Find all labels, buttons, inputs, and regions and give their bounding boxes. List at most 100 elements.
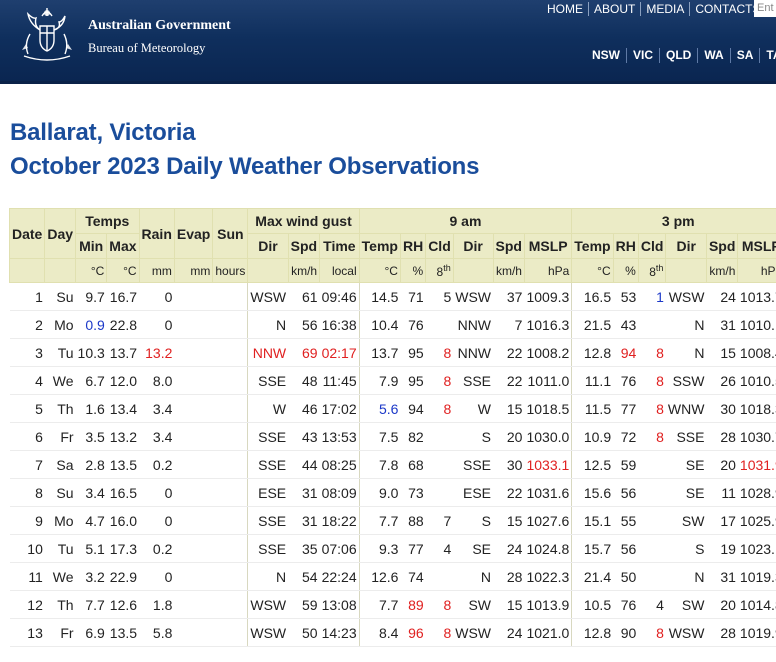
table-row: 11 We 3.2 22.9 0 N 54 22:24 12.6 74 N 28 1022.3 21.4 5…: [9, 562, 776, 591]
government-branding[interactable]: Australian Government Bureau of Meteorol…: [88, 17, 231, 57]
cell-date: 7: [9, 450, 45, 479]
cell-pm-temp: 12.5: [571, 450, 614, 479]
cell-am-spd: 15: [493, 394, 525, 423]
cell-sun: [212, 534, 248, 563]
cell-pm-spd: 28: [706, 618, 738, 647]
cell-gust-time: 11:45: [319, 366, 360, 395]
cell-pm-rh: 56: [613, 478, 639, 507]
cell-pm-dir: SE: [665, 450, 707, 479]
cell-max: 16.7: [106, 282, 140, 311]
cell-rain: 13.2: [139, 338, 175, 367]
cell-pm-rh: 72: [613, 422, 639, 451]
unit-pm-cld: 8th: [637, 258, 667, 283]
cell-day: Tu: [44, 338, 76, 367]
table-row: 5 Th 1.6 13.4 3.4 W 46 17:02 5.6 94 8 W 15 1018.5 11.5…: [9, 394, 776, 423]
search-input[interactable]: Ent: [754, 0, 776, 17]
cell-day: Mo: [44, 310, 76, 339]
unit-pm-mslp: hPa: [737, 258, 776, 283]
cell-sun: [212, 310, 248, 339]
col-pm-rh: RH: [612, 233, 639, 259]
cell-pm-temp: 12.8: [571, 618, 614, 647]
group-3pm: 3 pm: [571, 208, 776, 234]
cell-am-rh: 88: [400, 506, 426, 535]
cell-pm-spd: 17: [706, 506, 738, 535]
cell-pm-cld: 1: [638, 282, 666, 311]
cell-am-cld: 8: [425, 394, 454, 423]
unit-evap: mm: [173, 258, 214, 283]
cell-pm-mslp: 1010.1: [737, 310, 776, 339]
state-tas[interactable]: TA: [759, 48, 776, 63]
col-pm-spd: Spd: [705, 233, 739, 259]
state-sa[interactable]: SA: [729, 48, 760, 63]
cell-gust-time: 13:08: [319, 590, 360, 619]
cell-day: Sa: [44, 450, 76, 479]
state-vic[interactable]: VIC: [626, 48, 659, 63]
cell-evap: [174, 310, 213, 339]
cell-day: Fr: [44, 422, 76, 451]
cell-evap: [174, 338, 213, 367]
cell-evap: [174, 366, 213, 395]
cell-evap: [174, 618, 213, 647]
group-header-row: Date Day Temps Rain Evap Sun Max wind gu…: [8, 208, 776, 259]
cell-pm-dir: N: [665, 562, 707, 591]
table-row: 2 Mo 0.9 22.8 0 N 56 16:38 10.4 76 NNW 7 1016.3 21.5 4…: [9, 310, 776, 339]
cell-am-cld: 8: [425, 366, 454, 395]
cell-pm-spd: 31: [706, 310, 738, 339]
cell-pm-temp: 11.1: [571, 366, 614, 395]
cell-gust-time: 02:17: [319, 338, 360, 367]
cell-gust-time: 16:38: [319, 310, 360, 339]
table-row: 10 Tu 5.1 17.3 0.2 SSE 35 07:06 9.3 77 4 SE 24 1024.8…: [9, 534, 776, 563]
cell-am-spd: 22: [493, 366, 525, 395]
nav-media[interactable]: MEDIA: [640, 1, 689, 16]
cell-gust-time: 07:06: [319, 534, 360, 563]
cell-pm-temp: 15.6: [571, 478, 614, 507]
unit-am-dir: [452, 258, 494, 283]
cell-am-cld: [425, 422, 454, 451]
cell-pm-mslp: 1014.8: [737, 590, 776, 619]
state-nsw[interactable]: NSW: [592, 48, 620, 62]
nav-home[interactable]: HOME: [547, 1, 583, 16]
unit-eighths: 8: [436, 264, 444, 279]
table-row: 13 Fr 6.9 13.5 5.8 WSW 50 14:23 8.4 96 8 WSW 24 1021.…: [9, 618, 776, 647]
cell-max: 22.9: [106, 562, 140, 591]
cell-min: 1.6: [75, 394, 107, 423]
cell-day: Su: [44, 282, 76, 311]
cell-pm-mslp: 1031.9: [737, 450, 776, 479]
cell-am-mslp: 1027.6: [524, 506, 572, 535]
cell-day: Tu: [44, 534, 76, 563]
cell-sun: [212, 394, 248, 423]
col-gust-spd: Spd: [287, 233, 321, 259]
cell-gust-time: 22:24: [319, 562, 360, 591]
cell-am-rh: 95: [400, 366, 426, 395]
cell-am-spd: 15: [493, 590, 525, 619]
cell-gust-dir: N: [247, 310, 289, 339]
nav-about[interactable]: ABOUT: [588, 1, 640, 16]
cell-pm-dir: SE: [665, 478, 707, 507]
cell-gust-spd: 59: [288, 590, 320, 619]
table-row: 8 Su 3.4 16.5 0 ESE 31 08:09 9.0 73 ESE 22 1031.6 15.…: [9, 478, 776, 507]
cell-date: 11: [9, 562, 45, 591]
cell-am-dir: S: [453, 506, 494, 535]
cell-gust-dir: SSE: [247, 422, 289, 451]
cell-pm-cld: 8: [638, 618, 666, 647]
table-row: 12 Th 7.7 12.6 1.8 WSW 59 13:08 7.7 89 8 SW 15 1013.9…: [9, 590, 776, 619]
cell-gust-dir: WSW: [247, 618, 289, 647]
cell-am-spd: 24: [493, 618, 525, 647]
nav-contacts[interactable]: CONTACTS: [689, 1, 765, 16]
cell-pm-mslp: 1013.7: [737, 282, 776, 311]
site-header: Australian Government Bureau of Meteorol…: [0, 0, 776, 84]
unit-eighths-sup: th: [443, 262, 451, 273]
state-wa[interactable]: WA: [697, 48, 729, 63]
cell-am-cld: 8: [425, 590, 454, 619]
cell-pm-rh: 50: [613, 562, 639, 591]
cell-rain: 3.4: [139, 422, 175, 451]
cell-am-mslp: 1033.1: [524, 450, 572, 479]
state-qld[interactable]: QLD: [659, 48, 697, 63]
cell-pm-temp: 11.5: [571, 394, 614, 423]
coat-of-arms-icon[interactable]: [14, 4, 80, 70]
cell-am-spd: 30: [493, 450, 525, 479]
cell-max: 13.5: [106, 618, 140, 647]
col-pm-temp: Temp: [571, 233, 614, 259]
unit-rain: mm: [138, 258, 175, 283]
gov-line-2: Bureau of Meteorology: [88, 41, 206, 55]
